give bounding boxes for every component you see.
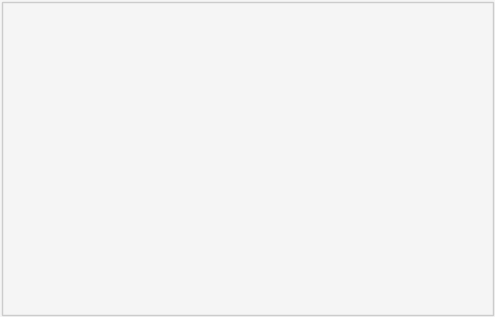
Text: {: { bbox=[71, 86, 87, 99]
Text: "18,878": "18,878" bbox=[205, 164, 269, 177]
Text: ,: , bbox=[288, 164, 296, 177]
Text: : 207.629,: : 207.629, bbox=[226, 190, 306, 203]
Text: LoD = MovieResult2LoD(popmovies_page): LoD = MovieResult2LoD(popmovies_page) bbox=[9, 33, 305, 46]
Text: "Ad Astra": "Ad Astra" bbox=[195, 138, 275, 151]
Text: : 419704,: : 419704, bbox=[143, 112, 215, 125]
Text: : 6.1,: : 6.1, bbox=[247, 242, 295, 255]
Text: |: | bbox=[9, 190, 57, 203]
Text: |: | bbox=[9, 294, 57, 307]
Text: "2019-09-17": "2019-09-17" bbox=[267, 268, 363, 281]
Text: : 3815,: : 3815, bbox=[226, 216, 282, 229]
Text: :: : bbox=[185, 164, 200, 177]
Text: :: : bbox=[247, 268, 262, 281]
Text: |: | bbox=[9, 242, 57, 255]
Text: "popularity": "popularity" bbox=[71, 190, 191, 203]
Text: "genres": "genres" bbox=[71, 164, 159, 177]
Text: "vote_count": "vote_count" bbox=[71, 216, 191, 229]
Text: |: | bbox=[9, 138, 57, 151]
Text: util.print_data(LoD[0]): util.print_data(LoD[0]) bbox=[9, 54, 193, 67]
Text: "id": "id" bbox=[71, 112, 127, 125]
Text: "release_date": "release_date" bbox=[71, 268, 207, 281]
Text: |: | bbox=[9, 86, 57, 99]
Text: }: } bbox=[71, 294, 87, 307]
Text: |: | bbox=[9, 216, 57, 229]
Text: |: | bbox=[9, 164, 57, 177]
Text: :: : bbox=[174, 138, 190, 151]
Text: |: | bbox=[9, 112, 57, 125]
Text: "title": "title" bbox=[71, 138, 151, 151]
Text: |: | bbox=[9, 268, 57, 281]
Text: "vote_average": "vote_average" bbox=[71, 242, 207, 255]
Text: ,: , bbox=[298, 138, 306, 151]
